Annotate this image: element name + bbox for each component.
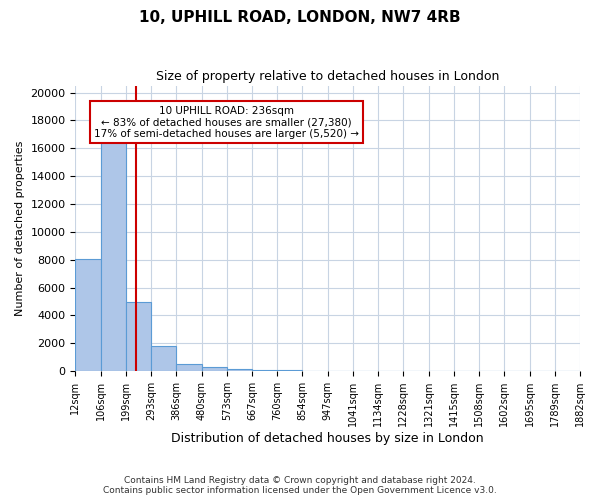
Bar: [126, 302, 151, 371]
Bar: [277, 370, 302, 371]
Bar: [176, 364, 202, 371]
Text: 10 UPHILL ROAD: 236sqm
← 83% of detached houses are smaller (27,380)
17% of semi: 10 UPHILL ROAD: 236sqm ← 83% of detached…: [94, 106, 359, 139]
Text: 10, UPHILL ROAD, LONDON, NW7 4RB: 10, UPHILL ROAD, LONDON, NW7 4RB: [139, 10, 461, 25]
Bar: [151, 346, 176, 371]
Bar: [76, 259, 101, 371]
Text: Contains HM Land Registry data © Crown copyright and database right 2024.
Contai: Contains HM Land Registry data © Crown c…: [103, 476, 497, 495]
X-axis label: Distribution of detached houses by size in London: Distribution of detached houses by size …: [172, 432, 484, 445]
Bar: [202, 368, 227, 371]
Title: Size of property relative to detached houses in London: Size of property relative to detached ho…: [156, 70, 499, 83]
Bar: [302, 370, 328, 371]
Y-axis label: Number of detached properties: Number of detached properties: [15, 140, 25, 316]
Bar: [101, 142, 126, 371]
Bar: [227, 369, 252, 371]
Bar: [252, 370, 277, 371]
